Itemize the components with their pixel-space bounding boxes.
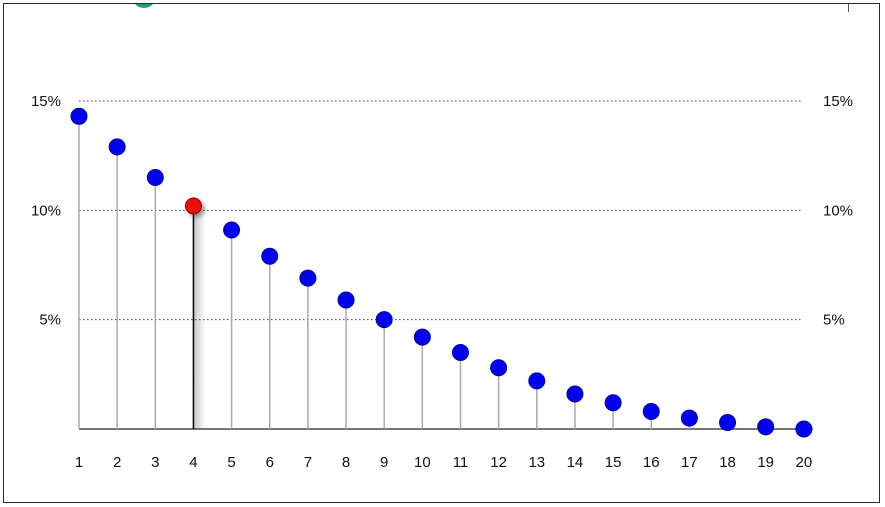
data-points <box>70 107 813 438</box>
y-tick-label-left: 10% <box>31 202 61 219</box>
x-tick-label: 9 <box>380 454 388 471</box>
x-tick-label: 15 <box>605 454 622 471</box>
y-tick-labels-left: 5% 10% 15% <box>31 93 61 329</box>
data-point[interactable] <box>452 343 469 361</box>
x-tick-label: 3 <box>151 454 159 471</box>
x-tick-label: 7 <box>304 454 312 471</box>
y-tick-label-right: 5% <box>823 312 845 329</box>
data-point[interactable] <box>490 359 508 377</box>
highlight-shadow <box>193 205 206 429</box>
x-tick-label: 14 <box>567 454 584 471</box>
highlighted-data-point[interactable] <box>184 197 202 215</box>
data-point[interactable] <box>680 409 698 427</box>
stems <box>78 116 767 429</box>
x-tick-label: 19 <box>757 454 774 471</box>
x-tick-label: 5 <box>227 454 235 471</box>
y-tick-label-right: 15% <box>823 93 853 110</box>
data-point[interactable] <box>566 385 584 403</box>
data-point[interactable] <box>757 418 775 436</box>
y-tick-labels-right: 5% 10% 15% <box>823 93 853 329</box>
x-tick-label: 1 <box>75 454 83 471</box>
x-tick-label: 18 <box>719 454 736 471</box>
x-tick-label: 17 <box>681 454 698 471</box>
y-tick-label-right: 10% <box>823 202 853 219</box>
data-point[interactable] <box>146 169 164 187</box>
x-tick-label: 6 <box>266 454 274 471</box>
x-tick-label: 2 <box>113 454 121 471</box>
data-point[interactable] <box>108 138 126 156</box>
x-tick-labels: 1 2 3 4 5 6 7 8 9 10 11 12 13 14 15 16 17 18 19 20 <box>75 454 812 471</box>
data-point[interactable] <box>375 311 393 329</box>
x-tick-label: 8 <box>342 454 350 471</box>
x-tick-label: 20 <box>796 454 813 471</box>
x-tick-label: 12 <box>490 454 507 471</box>
data-point[interactable] <box>299 269 317 287</box>
data-point[interactable] <box>528 372 546 390</box>
data-point[interactable] <box>604 394 622 412</box>
decorative-shape <box>132 4 156 8</box>
data-point[interactable] <box>413 328 431 346</box>
data-point[interactable] <box>795 420 813 438</box>
x-tick-label: 11 <box>453 454 469 471</box>
data-point[interactable] <box>223 221 241 239</box>
x-tick-label: 13 <box>528 454 545 471</box>
data-point[interactable] <box>70 107 88 125</box>
data-point[interactable] <box>261 247 279 265</box>
x-tick-label: 16 <box>643 454 660 471</box>
data-point[interactable] <box>642 403 660 421</box>
y-tick-label-left: 5% <box>39 312 61 329</box>
x-tick-label: 4 <box>189 454 197 471</box>
x-tick-label: 10 <box>414 454 431 471</box>
data-point[interactable] <box>337 291 355 309</box>
data-point[interactable] <box>719 413 737 431</box>
y-tick-label-left: 15% <box>31 93 61 110</box>
corner-mark <box>848 4 849 12</box>
